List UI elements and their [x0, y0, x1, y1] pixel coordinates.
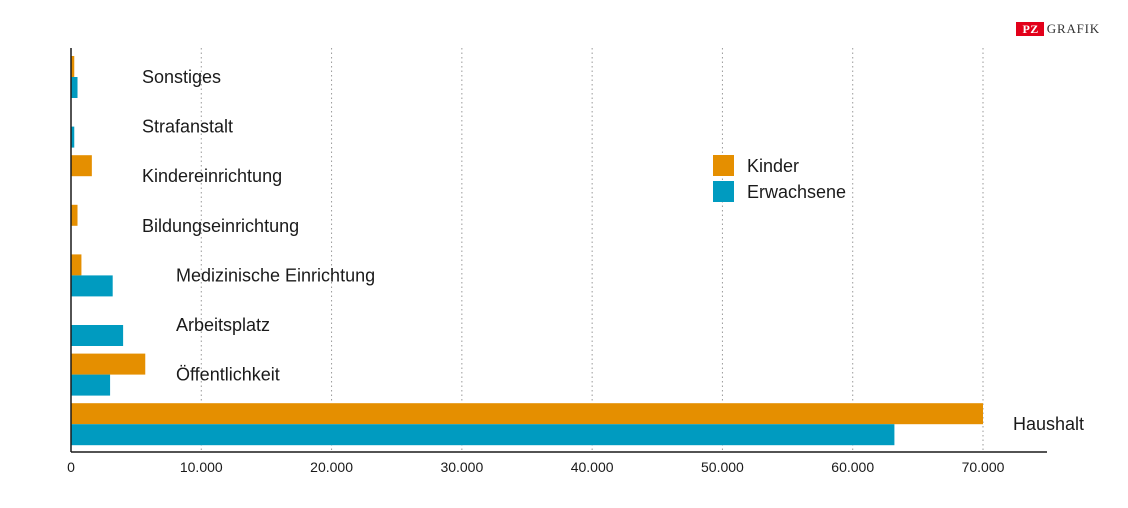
- x-tick-label: 60.000: [831, 459, 874, 475]
- bar-kinder-medizinische-einrichtung: [71, 254, 82, 276]
- bar-kinder-haushalt: [71, 403, 983, 425]
- category-labels: Sonstiges Strafanstalt Kindereinrichtung Bi…: [142, 67, 1084, 434]
- bar-kinder-kindereinrichtung: [71, 155, 92, 177]
- x-tick-label: 50.000: [701, 459, 744, 475]
- tick-labels: 0 10.000 20.000 30.000 40.000 50.000 60.000 70.…: [67, 459, 1005, 475]
- x-tick-label: 20.000: [310, 459, 353, 475]
- gridlines: [200, 48, 984, 452]
- pz-grafik-logo: PZ GRAFIK: [1016, 22, 1100, 36]
- x-tick-label: 30.000: [440, 459, 483, 475]
- bar-erwachsene-strafanstalt: [71, 126, 75, 148]
- bar-erwachsene-medizinische-einrichtung: [71, 275, 113, 297]
- legend-swatch-kinder: [713, 155, 734, 176]
- category-label-sonstiges: Sonstiges: [142, 67, 221, 87]
- bar-erwachsene-arbeitsplatz: [71, 325, 124, 346]
- bar-erwachsene-oeffentlichkeit: [71, 374, 111, 396]
- category-label-kindereinrichtung: Kindereinrichtung: [142, 166, 282, 186]
- legend-label-erwachsene: Erwachsene: [747, 182, 846, 202]
- legend-swatch-erwachsene: [713, 181, 734, 202]
- bars: [71, 56, 983, 446]
- category-label-oeffentlichkeit: Öffentlichkeit: [176, 365, 280, 385]
- category-label-medizinische-einrichtung: Medizinische Einrichtung: [176, 265, 375, 285]
- bar-erwachsene-haushalt: [71, 424, 895, 446]
- legend: Kinder Erwachsene: [713, 155, 846, 202]
- x-tick-label: 70.000: [962, 459, 1005, 475]
- bar-erwachsene-sonstiges: [71, 77, 78, 98]
- logo-badge: PZ: [1016, 22, 1044, 36]
- category-label-arbeitsplatz: Arbeitsplatz: [176, 315, 270, 335]
- legend-label-kinder: Kinder: [747, 156, 799, 176]
- category-label-strafanstalt: Strafanstalt: [142, 117, 233, 137]
- x-tick-label: 40.000: [571, 459, 614, 475]
- bar-kinder-bildungseinrichtung: [71, 204, 78, 226]
- x-tick-label: 0: [67, 459, 75, 475]
- x-tick-label: 10.000: [180, 459, 223, 475]
- bar-kinder-oeffentlichkeit: [71, 353, 146, 375]
- axes: [70, 48, 1047, 453]
- logo-text: GRAFIK: [1046, 21, 1100, 36]
- category-label-haushalt: Haushalt: [1013, 414, 1084, 434]
- bar-kinder-sonstiges: [71, 56, 75, 77]
- category-label-bildungseinrichtung: Bildungseinrichtung: [142, 216, 299, 236]
